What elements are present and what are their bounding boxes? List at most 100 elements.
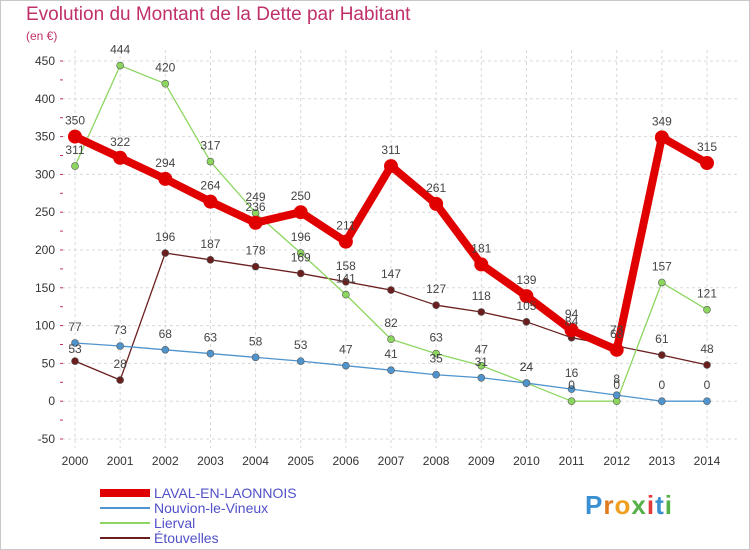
data-point [477,308,486,316]
data-label: 0 [659,378,666,392]
legend-label: Étouvelles [154,530,219,546]
data-point [206,349,215,358]
x-tick-label: 2003 [197,454,224,468]
data-label: 444 [110,43,130,57]
data-point [338,234,353,249]
data-label: 158 [336,259,356,273]
data-point [703,361,711,369]
data-point [522,318,531,326]
data-point [116,61,124,70]
data-label: 82 [384,316,398,330]
x-tick-label: 2000 [62,454,89,468]
data-label: 53 [294,338,308,352]
data-point [116,376,124,384]
data-label: 61 [655,332,669,346]
data-point [612,391,621,399]
data-label: 249 [246,190,266,204]
x-tick-label: 2006 [333,454,360,468]
data-label: 47 [339,343,353,357]
logo-letter: t [655,490,665,520]
data-point [703,305,711,314]
data-label: 139 [516,273,536,287]
data-label: 41 [384,347,398,361]
x-tick-label: 2009 [468,454,495,468]
data-label: 311 [381,143,400,157]
data-point [564,323,579,338]
data-point [68,129,82,144]
data-point [251,262,260,271]
data-label: 187 [200,237,220,251]
data-label: 127 [426,282,446,296]
y-tick-label: 350 [35,130,55,144]
data-point [700,156,714,171]
data-label: 68 [610,327,624,341]
data-label: 311 [65,143,84,157]
logo-letter: P [585,490,604,520]
data-label: 118 [472,289,491,303]
data-label: 211 [336,219,355,233]
x-tick-label: 2014 [694,454,721,468]
data-point [654,130,669,145]
data-point [296,249,305,257]
data-label: 63 [204,331,218,345]
data-point [477,361,486,370]
data-point [432,349,440,358]
x-tick-label: 2008 [423,454,450,468]
data-point [387,366,395,375]
data-label: 63 [429,331,443,345]
data-point [658,397,666,406]
data-label: 48 [700,342,714,356]
data-label: 28 [113,357,127,371]
data-point [296,357,305,365]
data-label: 94 [565,307,579,321]
data-point [158,171,173,186]
data-point [387,335,395,344]
logo-letter: x [631,490,647,520]
data-label: 322 [110,135,130,149]
data-label: 315 [697,140,717,154]
y-tick-label: 50 [42,356,56,370]
data-label: 73 [610,323,624,337]
x-tick-label: 2004 [242,454,269,468]
data-point [342,277,350,286]
data-point [432,370,440,379]
legend-swatch [100,507,150,509]
y-tick-label: 300 [35,167,55,181]
data-label: 157 [652,260,672,274]
data-point [342,290,350,299]
data-point [567,385,576,393]
data-point [296,269,305,278]
legend-label: LAVAL-EN-LAONNOIS [154,485,297,501]
data-label: 0 [568,378,575,392]
x-tick-label: 2007 [378,454,405,468]
data-point [248,215,263,230]
data-label: 169 [291,250,311,264]
proxiti-logo: Proxiti [585,490,673,521]
data-label: 250 [291,189,311,203]
legend-swatch [100,522,150,524]
data-label: 16 [565,366,579,380]
data-point [477,373,486,382]
data-label: 147 [381,267,401,281]
data-label: 236 [246,200,266,214]
data-label: 181 [471,241,491,255]
y-tick-label: 400 [35,92,55,106]
data-label: 84 [565,315,579,329]
legend-label: Lierval [154,515,196,531]
logo-letter: i [664,490,673,520]
chart-title: Evolution du Montant de la Dette par Hab… [26,4,411,25]
y-tick-label: 250 [35,205,55,219]
data-point [519,289,534,304]
x-tick-label: 2010 [513,454,540,468]
data-point [609,342,624,357]
data-label: 24 [520,360,534,374]
y-tick-label: 450 [35,54,55,68]
data-label: 24 [520,360,534,374]
x-tick-label: 2005 [287,454,314,468]
data-label: 77 [68,320,82,334]
logo-letter: i [646,490,656,520]
data-point [206,256,215,264]
y-tick-label: 0 [48,394,55,408]
chart-unit: (en €) [26,29,58,43]
